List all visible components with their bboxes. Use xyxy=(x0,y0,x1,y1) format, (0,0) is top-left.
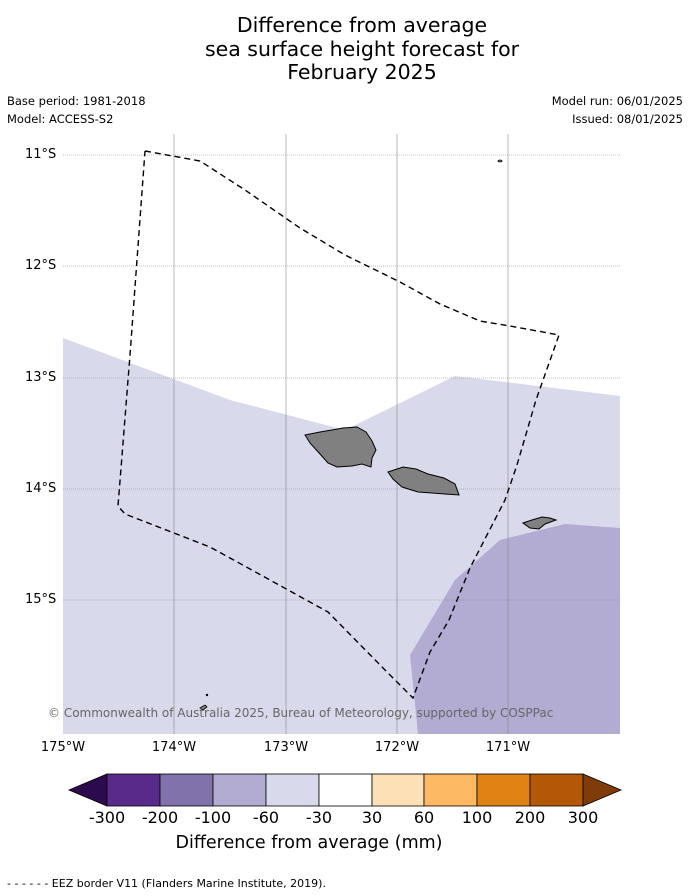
colorbar-title: Difference from average (mm) xyxy=(175,833,443,853)
model-run: Model run: 06/01/2025 xyxy=(551,94,683,108)
anomaly-band-mid xyxy=(410,524,620,734)
colorbar-seg-4 xyxy=(265,773,320,807)
lat-label-15s: 15°S xyxy=(25,592,57,607)
colorbar-tick: -30 xyxy=(305,808,333,827)
lat-label-13s: 13°S xyxy=(25,370,57,385)
colorbar xyxy=(67,773,623,807)
island-upolu xyxy=(387,466,460,496)
colorbar-tick: -200 xyxy=(141,808,179,827)
lat-label-11s: 11°S xyxy=(25,147,57,162)
colorbar-seg-6 xyxy=(371,773,425,807)
island-tafahi xyxy=(205,693,209,697)
title-line-3: February 2025 xyxy=(287,60,437,84)
gridlines xyxy=(63,134,620,734)
colorbar-tick: 100 xyxy=(461,808,493,827)
title-line-2: sea surface height forecast for xyxy=(204,36,520,61)
issued-date: Issued: 08/01/2025 xyxy=(572,112,683,126)
colorbar-tick: 200 xyxy=(514,808,546,827)
island-niuatoputapu xyxy=(199,704,208,711)
colorbar-seg-2 xyxy=(159,773,214,807)
model-name: Model: ACCESS-S2 xyxy=(7,112,114,126)
lon-label-174w: 174°W xyxy=(151,740,197,755)
eez-border xyxy=(117,150,560,700)
colorbar-tick: -300 xyxy=(88,808,126,827)
credit-text: © Commonwealth of Australia 2025, Bureau… xyxy=(48,706,554,720)
lat-label-14s: 14°S xyxy=(25,481,57,496)
chart-title: Difference from average sea surface heig… xyxy=(17,13,690,85)
colorbar-tick: -100 xyxy=(194,808,232,827)
colorbar-arrow-high xyxy=(582,773,623,807)
lon-label-172w: 172°W xyxy=(374,740,420,755)
colorbar-seg-9 xyxy=(529,773,584,807)
colorbar-seg-8 xyxy=(476,773,531,807)
title-line-1: Difference from average xyxy=(236,13,488,37)
colorbar-tick: -60 xyxy=(252,808,280,827)
lon-label-173w: 173°W xyxy=(263,740,309,755)
eez-legend: - - - - - - EEZ border V11 (Flanders Mar… xyxy=(7,877,326,890)
colorbar-seg-7 xyxy=(423,773,478,807)
lon-label-175w: 175°W xyxy=(40,740,86,755)
colorbar-tick: 30 xyxy=(361,808,383,827)
lat-label-12s: 12°S xyxy=(25,258,57,273)
colorbar-tick: 300 xyxy=(567,808,599,827)
colorbar-arrow-low xyxy=(67,773,108,807)
island-savaii xyxy=(304,426,377,468)
colorbar-seg-1 xyxy=(106,773,161,807)
colorbar-seg-5 xyxy=(318,773,373,807)
colorbar-tick: 60 xyxy=(413,808,435,827)
base-period: Base period: 1981-2018 xyxy=(7,94,146,108)
island-tutuila xyxy=(521,516,558,530)
island-manua xyxy=(497,159,503,163)
lon-label-171w: 171°W xyxy=(485,740,531,755)
colorbar-seg-3 xyxy=(212,773,267,807)
